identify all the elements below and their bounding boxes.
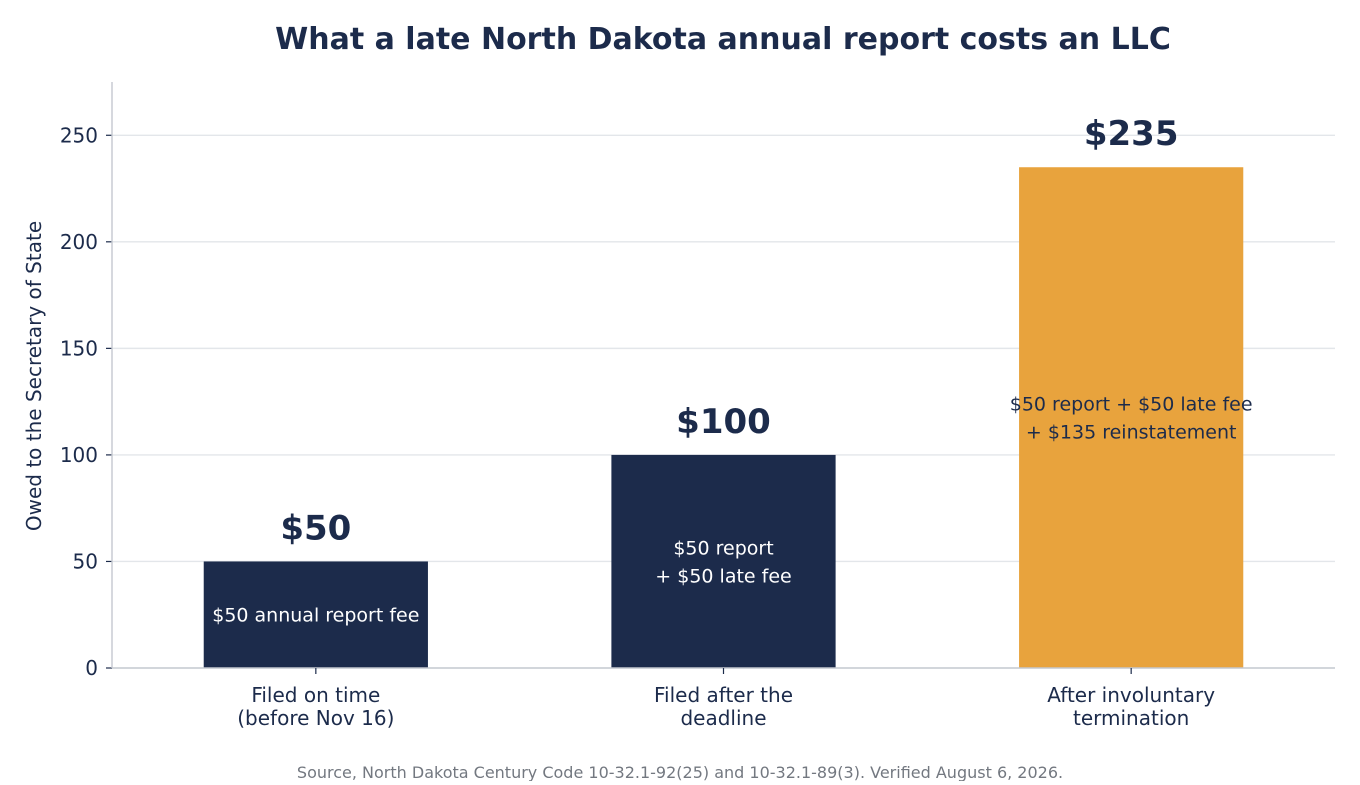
y-axis-label: Owed to the Secretary of State: [22, 221, 46, 531]
bar-annotation: $50 annual report fee: [212, 605, 419, 627]
bars: [203, 167, 1244, 668]
bar-annotation: + $135 reinstatement: [1026, 422, 1237, 444]
bar-annotation: + $50 late fee: [655, 565, 791, 587]
x-tick-label: Filed on time: [251, 683, 380, 707]
x-tick-label: termination: [1073, 706, 1189, 730]
y-tick-label: 0: [85, 656, 98, 680]
labels: Filed on time(before Nov 16) $50 $50 annua…: [212, 114, 1252, 730]
bar-annotation: $50 report + $50 late fee: [1010, 394, 1253, 416]
y-tick-label: 150: [60, 336, 98, 360]
value-label: $100: [676, 402, 771, 442]
y-tick-label: 250: [60, 123, 98, 147]
value-label: $50: [280, 508, 351, 548]
bar: [203, 561, 428, 668]
y-tick-label: 200: [60, 230, 98, 254]
y-tick-label: 100: [60, 443, 98, 467]
value-label: $235: [1084, 114, 1179, 154]
bar: [611, 454, 836, 668]
y-tick-label: 50: [73, 549, 98, 573]
axes: 0 50 100 150 200 250: [60, 82, 1335, 680]
chart-title: What a late North Dakota annual report c…: [275, 22, 1171, 57]
x-tick-label: After involuntary: [1047, 683, 1215, 707]
x-tick-label: deadline: [680, 706, 766, 730]
bar-annotation: $50 report: [673, 537, 773, 559]
x-tick-label: (before Nov 16): [237, 706, 394, 730]
source-note: Source, North Dakota Century Code 10-32.…: [297, 763, 1063, 781]
x-tick-label: Filed after the: [654, 683, 793, 707]
bar: [1019, 167, 1244, 668]
